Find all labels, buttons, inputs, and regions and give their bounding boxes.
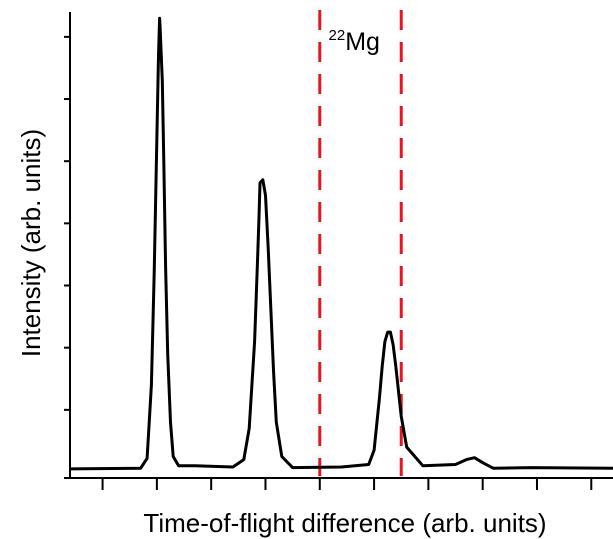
x-axis-title: Time-of-flight difference (arb. units) [143, 508, 546, 538]
y-axis-title: Intensity (arb. units) [16, 129, 46, 357]
marker-lines [318, 10, 403, 476]
intensity-series-line [69, 16, 613, 471]
marker-label-main: Mg [345, 28, 380, 56]
marker-label: 22Mg [329, 27, 380, 56]
x-axis-ticks [101, 478, 593, 490]
marker-label-superscript: 22 [329, 27, 346, 44]
